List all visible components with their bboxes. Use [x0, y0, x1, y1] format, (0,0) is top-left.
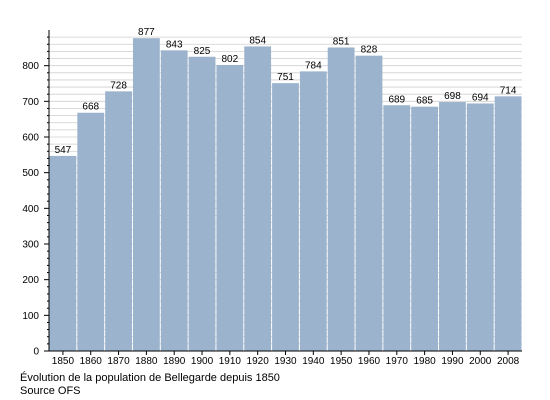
y-tick-label: 500: [22, 168, 39, 179]
bar-1950: [327, 47, 355, 352]
x-tick-label: 1900: [191, 356, 214, 367]
chart-caption: Évolution de la population de Bellegarde…: [20, 372, 280, 384]
x-tick-label: 1960: [358, 356, 381, 367]
bar-1930: [272, 83, 299, 351]
x-tick-label: 1860: [80, 356, 103, 367]
y-tick-label: 400: [22, 204, 39, 215]
bar-2008: [494, 96, 522, 351]
bar-1910: [216, 64, 244, 351]
bar-1940: [299, 71, 327, 351]
x-tick-label: 1870: [107, 356, 130, 367]
x-tick-label: 1890: [163, 356, 186, 367]
y-tick-label: 800: [22, 61, 39, 72]
x-tick-label: 1990: [441, 356, 464, 367]
bar-1870: [105, 91, 132, 351]
bar-1850: [49, 155, 77, 351]
value-label-1930: 751: [277, 72, 294, 83]
bar-2000: [466, 103, 494, 352]
bar-1970: [383, 105, 411, 351]
bar-1880: [132, 38, 160, 351]
bars: [49, 38, 522, 352]
value-label-1940: 784: [305, 60, 322, 71]
value-label-1850: 547: [55, 145, 72, 156]
x-tick-label: 1910: [219, 356, 242, 367]
bar-1960: [355, 55, 383, 352]
value-label-1910: 802: [222, 54, 239, 65]
value-label-1970: 689: [388, 94, 405, 105]
bar-1890: [160, 50, 188, 352]
value-label-1990: 698: [444, 91, 461, 102]
bar-1900: [188, 56, 216, 351]
bar-1920: [244, 46, 272, 351]
value-label-1860: 668: [82, 102, 99, 113]
y-tick-label: 100: [22, 311, 39, 322]
x-tick-label: 1880: [135, 356, 158, 367]
y-tick-label: 200: [22, 275, 39, 286]
value-label-1960: 828: [361, 45, 378, 56]
x-tick-label: 1930: [274, 356, 297, 367]
chart-source: Source OFS: [20, 385, 81, 397]
x-tick-label: 1850: [52, 356, 75, 367]
x-tick-label: 2008: [497, 356, 520, 367]
x-tick-label: 1920: [247, 356, 270, 367]
x-tick-label: 1970: [386, 356, 409, 367]
bar-1860: [77, 112, 105, 351]
y-tick-label: 300: [22, 240, 39, 251]
x-tick-label: 1940: [302, 356, 325, 367]
value-label-1920: 854: [249, 35, 266, 46]
value-label-2000: 694: [472, 92, 489, 103]
value-label-1890: 843: [166, 39, 183, 50]
axes: 0 100 200 300 400 500 600 700 800 1850 1860 1870 188…: [22, 30, 522, 367]
value-label-1880: 877: [138, 27, 155, 38]
value-label-1870: 728: [110, 80, 127, 91]
x-tick-label: 1980: [413, 356, 436, 367]
value-label-1950: 851: [333, 36, 350, 47]
value-labels: 547 668 728 877 843 825 802 854 751 784 851 828 689 6…: [55, 27, 517, 156]
x-tick-label: 2000: [469, 356, 492, 367]
value-label-1900: 825: [194, 46, 211, 57]
value-label-2008: 714: [500, 85, 517, 96]
y-tick-label: 0: [33, 347, 39, 358]
value-label-1980: 685: [416, 96, 433, 107]
y-tick-label: 600: [22, 133, 39, 144]
y-tick-label: 700: [22, 97, 39, 108]
x-tick-label: 1950: [330, 356, 353, 367]
bar-1980: [411, 106, 439, 351]
bar-1990: [439, 102, 466, 352]
